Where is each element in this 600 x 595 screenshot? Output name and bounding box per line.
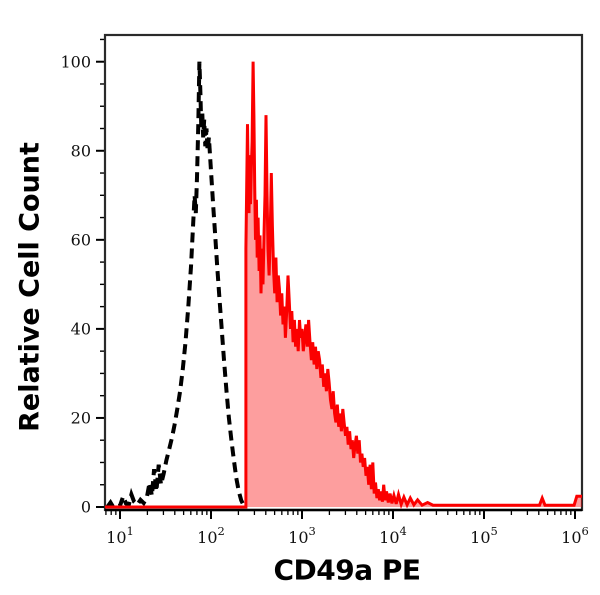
y-tick-label: 80 [71,141,91,160]
x-tick-label: 104 [379,524,407,547]
y-tick-label: 20 [71,409,91,428]
y-axis-title: Relative Cell Count [14,142,46,432]
x-tick-label: 106 [561,524,589,547]
y-axis-ticks: 0 20 40 60 80 100 [60,38,105,517]
x-tick-label: 103 [288,524,316,547]
y-tick-label: 40 [71,319,91,338]
x-tick-label: 102 [197,524,225,547]
cd49a-pe-area [105,61,582,507]
y-tick-label: 0 [81,498,91,517]
x-axis-ticks: 101 102 103 104 105 106 [105,510,589,547]
y-tick-label: 100 [60,52,91,71]
isotype-control-curve [105,61,247,510]
x-axis-title: CD49a PE [273,553,421,587]
cd49a-pe-curve [105,61,582,510]
y-tick-label: 60 [71,230,91,249]
x-tick-label: 101 [106,524,134,547]
x-tick-label: 105 [470,524,498,547]
